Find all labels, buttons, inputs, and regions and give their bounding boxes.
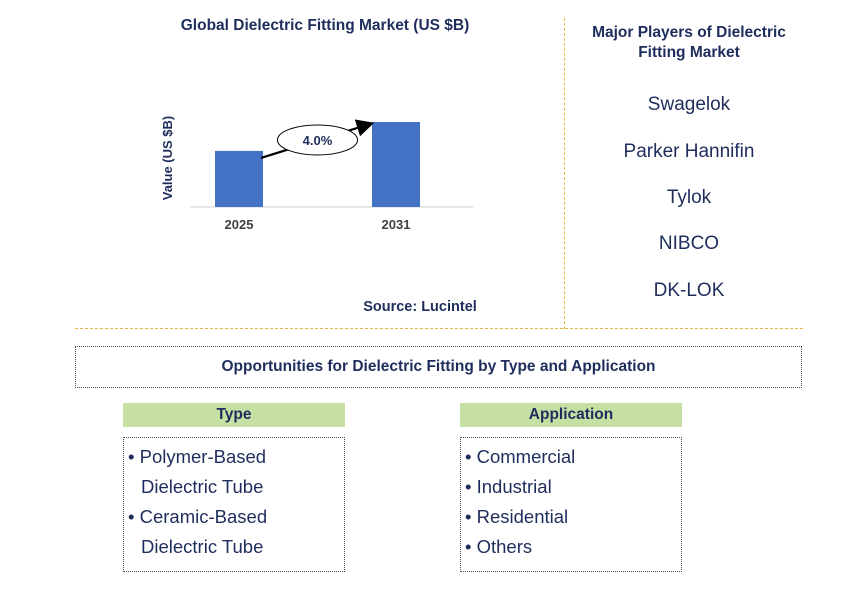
player-item: DK-LOK: [653, 280, 725, 301]
bar-2031: [372, 122, 420, 207]
list-item: • Commercial: [465, 446, 576, 467]
list-item: • Ceramic-Based Dielectric Tube: [124, 502, 344, 562]
player-item: NIBCO: [658, 233, 720, 254]
x-tick-2031: 2031: [382, 217, 411, 232]
vertical-divider: [564, 18, 565, 329]
type-header-text: Type: [216, 406, 252, 423]
list-item: • Industrial: [465, 476, 552, 497]
opportunities-title-text: Opportunities for Dielectric Fitting by …: [221, 358, 656, 375]
source-label: Source: Lucintel: [363, 299, 477, 315]
opportunities-title: Opportunities for Dielectric Fitting by …: [75, 346, 802, 388]
player-item: Parker Hannifin: [623, 141, 755, 162]
list-item-line: Dielectric Tube: [141, 536, 264, 557]
chart-title: Global Dielectric Fitting Market (US $B): [180, 17, 470, 34]
y-axis-label: Value (US $B): [160, 116, 175, 201]
bar-chart: Value (US $B) 2025 2031 4.0%: [160, 116, 473, 232]
application-list: • Commercial • Industrial • Residential …: [460, 437, 682, 572]
x-tick-2025: 2025: [225, 217, 254, 232]
bar-2025: [215, 150, 263, 207]
horizontal-divider: [75, 328, 803, 329]
type-list: • Polymer-Based Dielectric Tube • Cerami…: [123, 437, 345, 572]
application-header: Application: [460, 403, 682, 427]
list-item: • Others: [465, 536, 533, 557]
type-header: Type: [123, 403, 345, 427]
player-item: Swagelok: [647, 94, 731, 115]
player-item: Tylok: [666, 187, 712, 208]
cagr-bubble: [277, 124, 358, 156]
cagr-label: 4.0%: [303, 133, 333, 148]
list-item-line: Dielectric Tube: [141, 476, 264, 497]
players-title: Major Players of Dielectric Fitting Mark…: [592, 24, 786, 61]
application-header-text: Application: [528, 406, 614, 423]
list-item: • Polymer-Based Dielectric Tube: [124, 442, 344, 502]
list-item-line: • Ceramic-Based: [128, 506, 268, 527]
list-item: • Residential: [465, 506, 569, 527]
list-item-line: • Polymer-Based: [128, 446, 267, 467]
